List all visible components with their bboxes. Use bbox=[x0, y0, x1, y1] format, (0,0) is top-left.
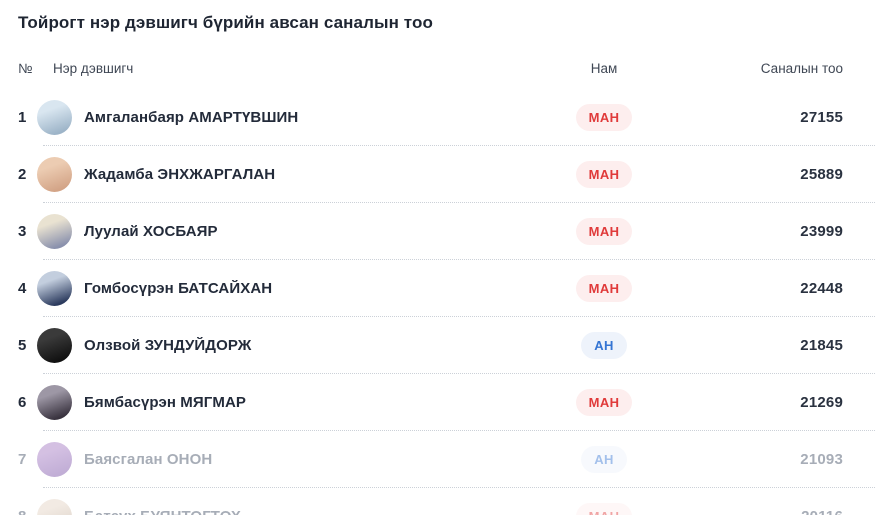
row-rank: 6 bbox=[18, 394, 27, 411]
candidate-avatar bbox=[37, 271, 72, 306]
row-rank: 8 bbox=[18, 508, 37, 515]
vote-count: 21093 bbox=[800, 451, 843, 468]
candidate-name: Луулай ХОСБАЯР bbox=[84, 223, 218, 240]
candidate-name: Бямбасүрэн МЯГМАР bbox=[84, 394, 247, 411]
vote-count: 27155 bbox=[800, 109, 843, 126]
party-cell: МАН bbox=[559, 218, 649, 245]
row-rank: 7 bbox=[18, 451, 27, 468]
party-badge: АН bbox=[581, 332, 627, 359]
table-row: 4 Гомбосүрэн БАТСАЙХАН МАН 22448 bbox=[0, 260, 882, 317]
candidate-name: Гомбосүрэн БАТСАЙХАН bbox=[84, 280, 273, 297]
header-party: Нам bbox=[590, 60, 618, 76]
vote-count: 20116 bbox=[649, 508, 843, 515]
header-rank: № bbox=[18, 60, 33, 76]
candidate-name: Жадамба ЭНХЖАРГАЛАН bbox=[84, 166, 276, 183]
table-row: 8 Батсүх БУЯНТОГТОХ МАН 20116 bbox=[0, 488, 882, 515]
party-cell: МАН bbox=[559, 503, 649, 515]
candidate-avatar bbox=[37, 499, 72, 515]
row-rank: 4 bbox=[18, 280, 27, 297]
candidate-name: Батсүх БУЯНТОГТОХ bbox=[84, 508, 559, 515]
party-cell: МАН bbox=[559, 161, 649, 188]
vote-count: 22448 bbox=[800, 280, 843, 297]
header-vote-count: Саналын тоо bbox=[760, 60, 843, 76]
results-table: 1 Амгаланбаяр АМАРТҮВШИН МАН 27155 2 Жадамба … bbox=[0, 89, 882, 515]
party-badge: МАН bbox=[575, 275, 633, 302]
vote-count: 21845 bbox=[800, 337, 843, 354]
candidate-name: Олзвой ЗУНДУЙДОРЖ bbox=[84, 337, 252, 354]
candidate-name: Амгаланбаяр АМАРТҮВШИН bbox=[84, 109, 299, 126]
candidate-avatar bbox=[37, 214, 72, 249]
table-row: 3 Луулай ХОСБАЯР МАН 23999 bbox=[0, 203, 882, 260]
header-candidate-name: Нэр дэвшигч bbox=[53, 60, 134, 76]
party-badge: МАН bbox=[575, 218, 633, 245]
table-row: 2 Жадамба ЭНХЖАРГАЛАН МАН 25889 bbox=[0, 146, 882, 203]
party-badge: МАН bbox=[575, 104, 633, 131]
party-cell: АН bbox=[559, 332, 649, 359]
party-cell: МАН bbox=[559, 275, 649, 302]
table-header: № Нэр дэвшигч Нам Саналын тоо bbox=[0, 58, 882, 78]
page-title: Тойрогт нэр дэвшигч бүрийн авсан саналын… bbox=[18, 13, 433, 32]
table-row: 1 Амгаланбаяр АМАРТҮВШИН МАН 27155 bbox=[0, 89, 882, 146]
party-badge: МАН bbox=[575, 161, 633, 188]
party-cell: АН bbox=[559, 446, 649, 473]
party-badge: МАН bbox=[575, 503, 633, 515]
row-rank: 2 bbox=[18, 166, 27, 183]
row-rank: 5 bbox=[18, 337, 27, 354]
candidate-avatar bbox=[37, 328, 72, 363]
table-row: 6 Бямбасүрэн МЯГМАР МАН 21269 bbox=[0, 374, 882, 431]
party-cell: МАН bbox=[559, 104, 649, 131]
vote-count: 21269 bbox=[800, 394, 843, 411]
candidate-avatar bbox=[37, 157, 72, 192]
candidate-avatar bbox=[37, 442, 72, 477]
row-rank: 1 bbox=[18, 109, 27, 126]
party-cell: МАН bbox=[559, 389, 649, 416]
table-row: 5 Олзвой ЗУНДУЙДОРЖ АН 21845 bbox=[0, 317, 882, 374]
candidate-name: Баясгалан ОНОН bbox=[84, 451, 213, 468]
row-rank: 3 bbox=[18, 223, 27, 240]
party-badge: АН bbox=[581, 446, 627, 473]
candidate-avatar bbox=[37, 385, 72, 420]
candidate-avatar bbox=[37, 100, 72, 135]
party-badge: МАН bbox=[575, 389, 633, 416]
vote-count: 23999 bbox=[800, 223, 843, 240]
table-row: 7 Баясгалан ОНОН АН 21093 bbox=[0, 431, 882, 488]
vote-count: 25889 bbox=[800, 166, 843, 183]
